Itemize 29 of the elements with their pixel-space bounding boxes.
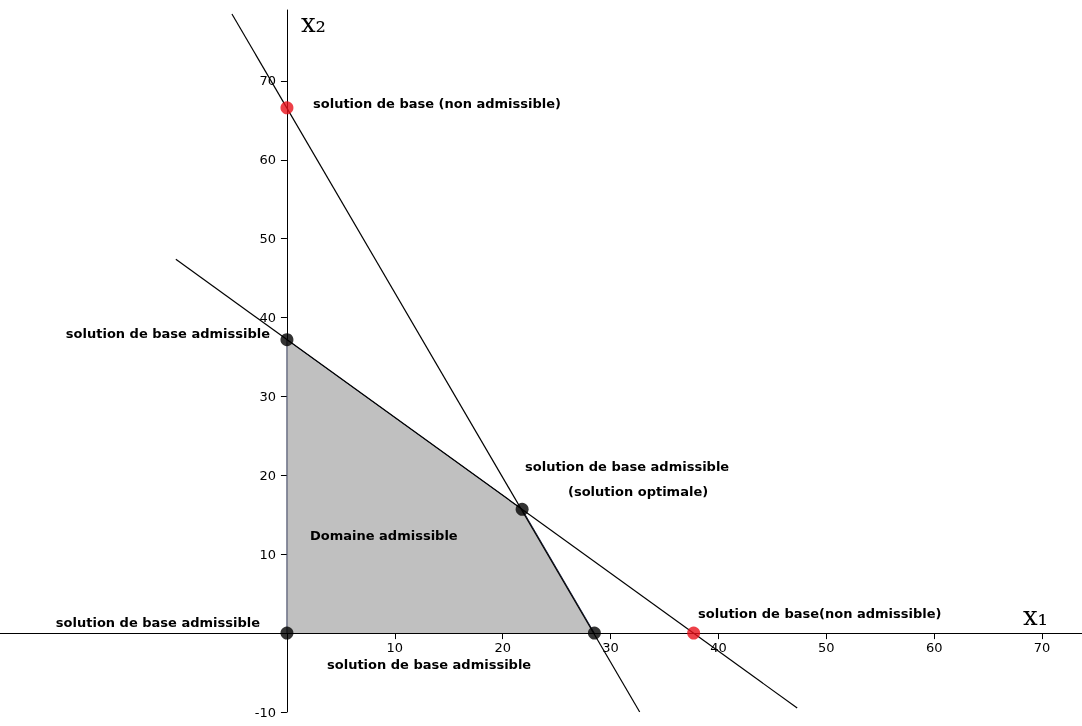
x-tick-label: 30 <box>602 640 619 656</box>
annotation: solution de base (non admissible) <box>313 95 562 111</box>
y-axis-title: x₂ <box>300 8 327 38</box>
x-tick-label: 20 <box>494 640 511 656</box>
point <box>587 626 601 640</box>
point <box>280 626 294 640</box>
y-tick-label: 40 <box>259 310 276 326</box>
point <box>280 101 294 115</box>
y-tick-label: 10 <box>259 546 276 562</box>
annotation: solution de base admissible <box>327 656 532 672</box>
x-tick-label: 10 <box>386 640 404 656</box>
annotation: Domaine admissible <box>310 527 458 543</box>
annotation: solution de base admissible <box>65 325 271 341</box>
y-tick-label: 60 <box>259 152 276 168</box>
annotation: (solution optimale) <box>568 483 709 499</box>
point <box>280 333 294 347</box>
annotation: solution de base admissible <box>525 458 730 474</box>
annotation: solution de base(non admissible) <box>698 605 942 621</box>
point <box>515 502 529 516</box>
x-tick-label: 60 <box>925 640 943 656</box>
x-axis-title: x₁ <box>1022 601 1048 632</box>
x-tick-label: 70 <box>1033 640 1051 656</box>
y-tick-label: -10 <box>254 704 276 720</box>
point <box>687 626 701 640</box>
y-tick-label: 20 <box>259 467 276 483</box>
annotation: solution de base admissible <box>55 614 261 630</box>
y-tick-label: 50 <box>259 231 276 247</box>
y-tick-label: 30 <box>259 388 276 404</box>
x-tick-label: 50 <box>818 640 835 656</box>
